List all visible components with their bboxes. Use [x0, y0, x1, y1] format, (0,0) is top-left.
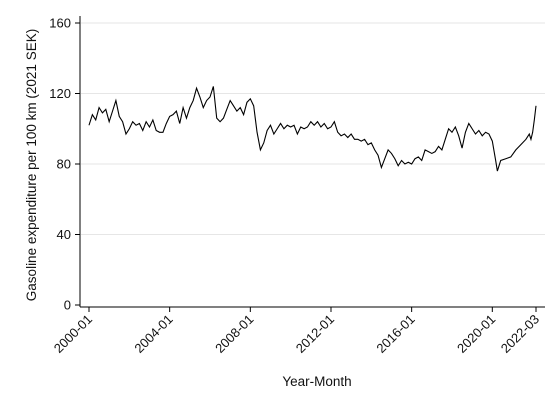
y-tick-label: 80: [57, 157, 71, 172]
y-tick-label: 160: [49, 16, 71, 31]
x-tick-label: 2022-03: [498, 312, 542, 356]
y-tick-label: 120: [49, 86, 71, 101]
x-tick-label: 2008-01: [212, 312, 256, 356]
y-ticks: 0 40 80 120 160: [49, 16, 80, 313]
gridlines: [81, 22, 545, 235]
x-ticks: 2000-01 2004-01 2008-01 2012-01 2016-01 2020-…: [51, 307, 542, 356]
y-tick-label: 40: [57, 227, 71, 242]
y-axis-title: Gasoline expenditure per 100 km (2021 SE…: [24, 29, 39, 301]
x-tick-label: 2020-01: [454, 312, 498, 356]
x-tick-label: 2012-01: [293, 312, 337, 356]
x-tick-label: 2004-01: [131, 312, 175, 356]
y-tick-label: 0: [64, 298, 71, 313]
x-tick-label: 2000-01: [51, 312, 95, 356]
series-line: [88, 86, 537, 172]
x-axis-title: Year-Month: [282, 374, 351, 389]
x-tick-label: 2016-01: [373, 312, 417, 356]
